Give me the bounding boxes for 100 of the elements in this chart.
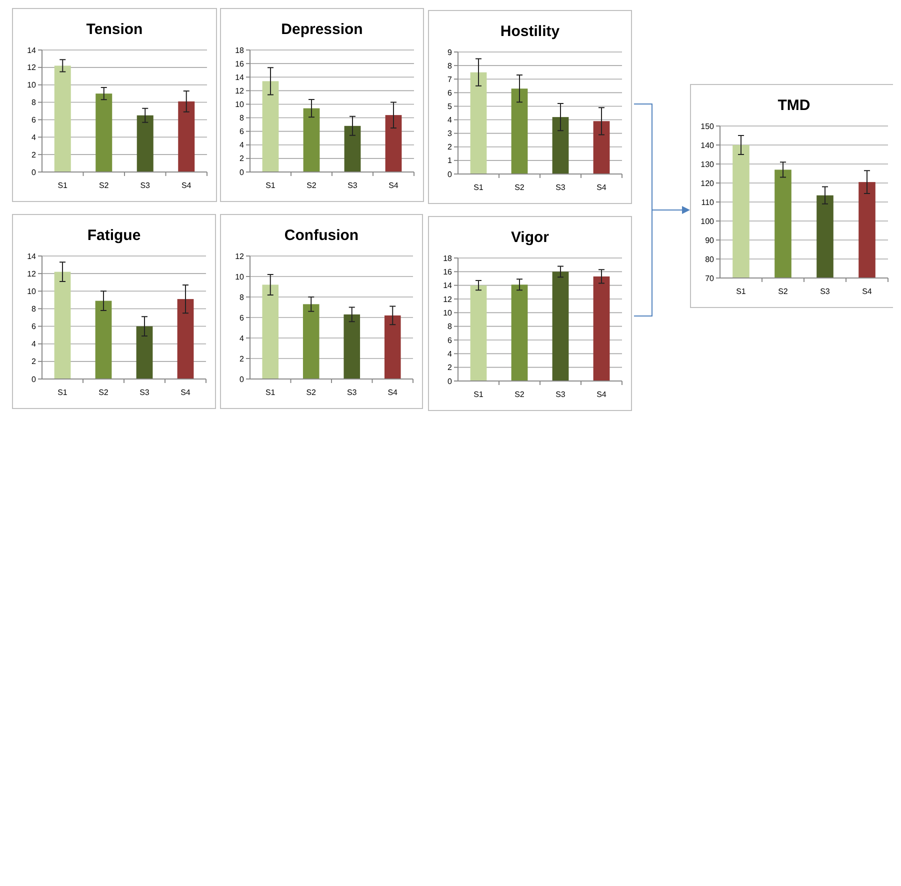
chart-title: Depression (281, 21, 363, 38)
x-tick-label: S1 (58, 181, 68, 190)
x-tick-label: S2 (306, 388, 317, 397)
y-tick-label: 16 (443, 267, 453, 276)
bar (177, 299, 194, 379)
y-tick-label: 7 (448, 74, 453, 84)
x-tick-label: S1 (474, 390, 484, 399)
x-tick-label: S4 (388, 181, 399, 190)
y-tick-label: 18 (443, 254, 453, 263)
y-tick-label: 2 (448, 363, 453, 372)
bar (302, 304, 320, 379)
bar (178, 101, 195, 172)
chart-title: Tension (86, 21, 143, 38)
x-tick-label: S4 (596, 183, 607, 192)
x-tick-label: S1 (474, 183, 484, 192)
y-tick-label: 0 (448, 170, 453, 179)
y-tick-label: 4 (240, 334, 245, 343)
bar (344, 126, 361, 172)
y-tick-label: 6 (32, 322, 37, 332)
x-tick-label: S4 (180, 388, 191, 397)
y-tick-label: 8 (240, 292, 245, 302)
y-tick-label: 12 (235, 86, 245, 96)
x-tick-label: S3 (346, 388, 358, 397)
x-tick-label: S3 (348, 181, 358, 190)
y-tick-label: 16 (235, 59, 245, 68)
x-tick-label: S4 (862, 287, 872, 296)
y-tick-label: 0 (240, 168, 245, 177)
y-tick-label: 14 (235, 72, 245, 82)
x-tick-label: S1 (265, 388, 276, 397)
x-tick-label: S4 (596, 390, 607, 399)
y-tick-label: 10 (235, 100, 245, 110)
x-tick-label: S1 (58, 388, 68, 397)
y-tick-label: 2 (240, 154, 245, 164)
y-tick-label: 2 (32, 150, 37, 160)
bar (96, 94, 112, 172)
chart-title: Fatigue (87, 227, 141, 244)
y-tick-label: 4 (32, 132, 37, 142)
y-tick-label: 10 (235, 272, 245, 282)
bar (54, 66, 71, 172)
y-tick-label: 2 (240, 354, 245, 364)
y-tick-label: 130 (700, 160, 715, 169)
bar (262, 284, 279, 379)
y-tick-label: 5 (448, 102, 453, 112)
y-tick-label: 14 (27, 46, 37, 55)
y-tick-label: 6 (32, 116, 37, 125)
y-tick-label: 9 (448, 48, 453, 57)
bar (262, 81, 279, 172)
y-tick-label: 8 (240, 114, 245, 123)
y-tick-label: 18 (235, 46, 245, 55)
bar (511, 88, 528, 174)
chart-title: TMD (778, 97, 810, 114)
y-tick-label: 12 (27, 63, 37, 72)
bar (511, 284, 528, 381)
y-tick-label: 6 (240, 127, 245, 136)
bar (303, 108, 320, 172)
y-tick-label: 8 (448, 322, 453, 332)
x-tick-label: S3 (556, 183, 566, 192)
x-tick-label: S2 (98, 181, 110, 190)
y-tick-label: 3 (448, 129, 453, 138)
x-tick-label: S2 (514, 390, 525, 399)
y-tick-label: 6 (448, 336, 453, 345)
x-tick-label: S3 (820, 287, 830, 296)
bar (593, 276, 610, 381)
bar (470, 285, 487, 381)
y-tick-label: 100 (700, 216, 715, 226)
y-tick-label: 70 (705, 274, 715, 283)
bar (385, 115, 402, 172)
y-tick-label: 12 (235, 252, 245, 261)
y-tick-label: 14 (443, 281, 453, 290)
y-tick-label: 4 (448, 349, 453, 358)
bar (136, 326, 153, 379)
bar (384, 315, 401, 379)
x-tick-label: S4 (181, 181, 192, 190)
x-tick-label: S2 (98, 388, 109, 397)
y-tick-label: 150 (700, 122, 715, 131)
bar (136, 115, 154, 172)
x-tick-label: S2 (306, 181, 317, 190)
y-tick-label: 1 (448, 156, 453, 166)
y-tick-label: 2 (32, 357, 37, 366)
y-tick-label: 80 (705, 254, 715, 264)
y-tick-label: 0 (448, 376, 453, 386)
x-tick-label: S2 (514, 183, 525, 192)
y-tick-label: 2 (448, 142, 453, 152)
bar (593, 121, 610, 174)
y-tick-label: 4 (32, 340, 37, 349)
x-tick-label: S3 (556, 390, 566, 399)
bar (344, 314, 360, 379)
x-tick-label: S4 (388, 388, 398, 397)
y-tick-label: 12 (443, 294, 453, 304)
y-tick-label: 6 (448, 88, 453, 98)
x-tick-label: S1 (266, 181, 276, 190)
y-tick-label: 90 (705, 236, 715, 245)
chart-title: Hostility (500, 23, 560, 40)
bar (54, 272, 71, 379)
chart-title: Confusion (284, 227, 359, 244)
y-tick-label: 10 (443, 308, 453, 318)
bar (552, 117, 569, 174)
bar (95, 300, 112, 379)
bar (552, 272, 569, 381)
y-tick-label: 4 (240, 140, 245, 150)
